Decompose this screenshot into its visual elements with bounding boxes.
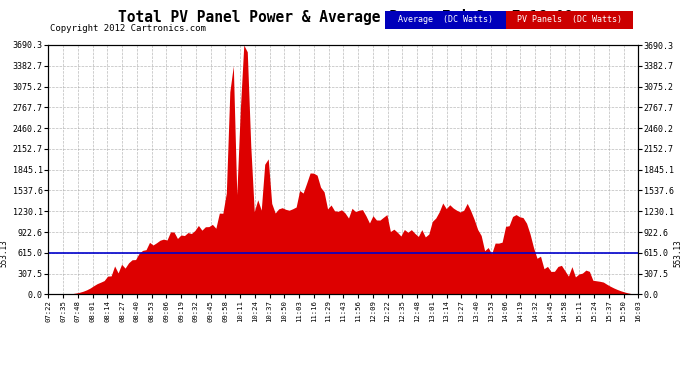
Text: 553.13: 553.13 bbox=[673, 239, 682, 267]
Text: Copyright 2012 Cartronics.com: Copyright 2012 Cartronics.com bbox=[50, 24, 206, 33]
Text: 553.13: 553.13 bbox=[0, 239, 8, 267]
Text: Average  (DC Watts): Average (DC Watts) bbox=[398, 15, 493, 24]
Text: Total PV Panel Power & Average Power Fri Dec 7 16:08: Total PV Panel Power & Average Power Fri… bbox=[117, 9, 573, 26]
Text: PV Panels  (DC Watts): PV Panels (DC Watts) bbox=[517, 15, 622, 24]
